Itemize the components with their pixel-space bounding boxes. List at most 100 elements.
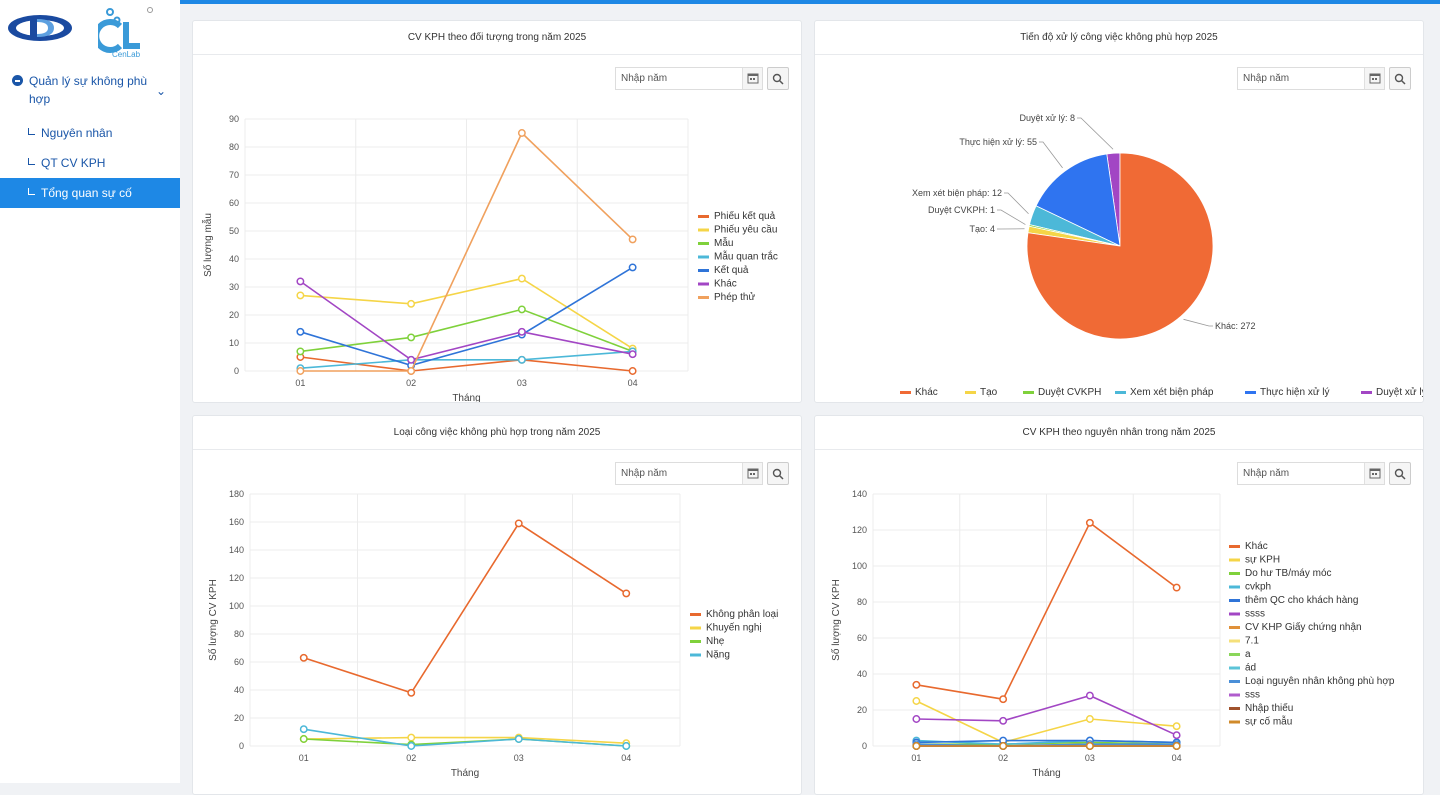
data-point	[1173, 584, 1179, 590]
cenlab-logo[interactable]: CenLab	[98, 4, 158, 60]
legend-label: Nặng	[706, 650, 730, 661]
cenlab-logo-text: CenLab	[112, 50, 141, 59]
data-point	[408, 734, 414, 740]
data-point	[519, 357, 525, 363]
y-tick-label: 40	[229, 254, 239, 264]
data-point	[516, 520, 522, 526]
legend-swatch	[1229, 667, 1240, 670]
legend-swatch	[1023, 391, 1034, 394]
data-point	[519, 329, 525, 335]
x-tick-label: 03	[514, 753, 524, 763]
y-tick-label: 0	[862, 741, 867, 751]
sidebar: CenLab Quản lý sự không phù hợp ⌄ Nguyên…	[0, 0, 180, 783]
legend-swatch	[1115, 391, 1126, 394]
legend-swatch	[1229, 545, 1240, 548]
y-axis-title: Số lượng CV KPH	[207, 579, 219, 661]
data-point	[301, 726, 307, 732]
legend-label: thêm QC cho khách hàng	[1245, 595, 1358, 606]
pie-callout-line	[1184, 319, 1213, 326]
data-point	[629, 264, 635, 270]
y-tick-label: 60	[234, 657, 244, 667]
legend-swatch	[1229, 599, 1240, 602]
collapse-icon	[12, 75, 23, 86]
data-point	[623, 590, 629, 596]
legend-label: Không phân loại	[706, 609, 778, 620]
y-tick-label: 40	[857, 669, 867, 679]
x-tick-label: 01	[295, 378, 305, 388]
x-tick-label: 02	[406, 753, 416, 763]
y-tick-label: 20	[857, 705, 867, 715]
y-tick-label: 70	[229, 170, 239, 180]
x-tick-label: 03	[1085, 753, 1095, 763]
y-tick-label: 60	[857, 633, 867, 643]
data-point	[1000, 718, 1006, 724]
legend-label: sự cố mẫu	[1245, 715, 1292, 728]
data-point	[408, 334, 414, 340]
data-point	[408, 357, 414, 363]
data-point	[913, 743, 919, 749]
y-tick-label: 30	[229, 282, 239, 292]
pie-data-label: Duyệt CVKPH: 1	[928, 205, 995, 215]
legend-label: Kết quả	[714, 264, 749, 276]
y-tick-label: 180	[229, 489, 244, 499]
x-tick-label: 04	[621, 753, 631, 763]
sidebar-item-label: Tổng quan sự cố	[41, 186, 132, 200]
y-tick-label: 0	[239, 741, 244, 751]
sidebar-item-label: QT CV KPH	[41, 156, 105, 170]
menu-group-header[interactable]: Quản lý sự không phù hợp ⌄	[0, 70, 180, 108]
legend-swatch	[698, 229, 709, 232]
legend-swatch	[1229, 626, 1240, 629]
legend-swatch	[690, 627, 701, 630]
legend-swatch	[690, 654, 701, 657]
legend-label: Loại nguyên nhân không phù hợp	[1245, 676, 1395, 687]
y-tick-label: 40	[234, 685, 244, 695]
company-logo[interactable]	[6, 10, 74, 46]
legend-swatch	[1245, 391, 1256, 394]
data-point	[1087, 520, 1093, 526]
panel-cv-kph-by-object: CV KPH theo đối tượng trong năm 2025 Nhậ…	[192, 20, 802, 403]
y-tick-label: 120	[852, 525, 867, 535]
x-axis-title: Tháng	[451, 768, 479, 779]
legend-swatch	[1229, 559, 1240, 562]
legend-swatch	[1229, 586, 1240, 589]
pie-data-label: Xem xét biện pháp: 12	[912, 188, 1002, 198]
y-tick-label: 80	[229, 142, 239, 152]
legend-swatch	[1229, 707, 1240, 710]
legend-label: Khác	[1245, 541, 1268, 552]
legend-swatch	[1229, 572, 1240, 575]
y-tick-label: 20	[229, 310, 239, 320]
data-point	[1173, 743, 1179, 749]
data-point	[408, 301, 414, 307]
sidebar-item-nguyen-nhan[interactable]: Nguyên nhân	[0, 118, 180, 148]
chevron-down-icon: ⌄	[156, 82, 166, 100]
tree-branch-icon	[28, 188, 35, 195]
data-point	[297, 329, 303, 335]
legend-swatch	[698, 269, 709, 272]
x-axis-title: Tháng	[452, 393, 480, 403]
sidebar-item-qt-cv-kph[interactable]: QT CV KPH	[0, 148, 180, 178]
legend-label: Khác	[915, 387, 938, 398]
data-point	[297, 348, 303, 354]
data-point	[1000, 696, 1006, 702]
x-tick-label: 01	[299, 753, 309, 763]
sidebar-item-tong-quan-su-co[interactable]: Tổng quan sự cố	[0, 178, 180, 208]
legend-label: Khuyến nghị	[706, 622, 762, 634]
data-point	[408, 368, 414, 374]
data-point	[1173, 723, 1179, 729]
y-tick-label: 90	[229, 114, 239, 124]
y-tick-label: 140	[852, 489, 867, 499]
y-tick-label: 0	[234, 366, 239, 376]
x-tick-label: 04	[1172, 753, 1182, 763]
data-point	[519, 275, 525, 281]
data-point	[629, 351, 635, 357]
legend-swatch	[1229, 721, 1240, 724]
legend-label: sự KPH	[1245, 555, 1280, 566]
data-point	[1087, 716, 1093, 722]
pie-data-label: Khác: 272	[1215, 321, 1256, 331]
x-tick-label: 04	[628, 378, 638, 388]
legend-label: Nhẹ	[706, 636, 725, 647]
pie-callout-line	[1039, 142, 1063, 168]
